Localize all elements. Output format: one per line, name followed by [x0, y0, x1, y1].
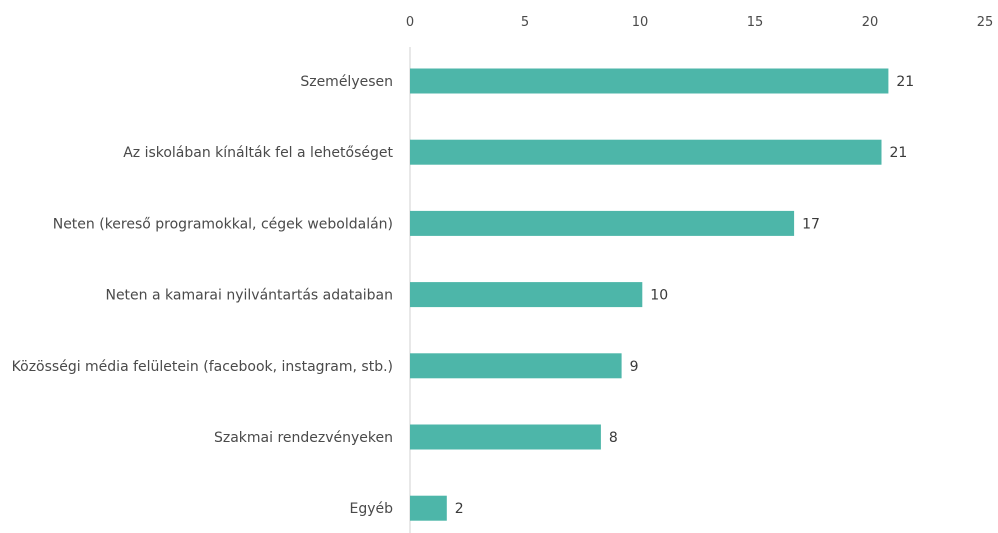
- value-label: 10: [650, 288, 668, 304]
- value-label: 8: [609, 430, 618, 446]
- bar: [410, 68, 889, 94]
- bars: [410, 68, 889, 521]
- category-labels: Személyesen Az iskolában kínálták fel a l…: [12, 74, 394, 517]
- x-tick-label: 15: [747, 15, 764, 30]
- value-label: 17: [802, 216, 820, 232]
- category-label: Neten (kereső programokkal, cégek webold…: [53, 216, 393, 232]
- x-axis-ticks: 0 5 10 15 20 25: [406, 15, 993, 30]
- x-tick-label: 5: [521, 15, 529, 30]
- bar: [410, 139, 882, 165]
- x-tick-label: 10: [632, 15, 649, 30]
- category-label: Neten a kamarai nyilvántartás adataiban: [105, 288, 393, 304]
- value-labels: 21 21 17 10 9 8 2: [455, 74, 914, 517]
- category-label: Közösségi média felületein (facebook, in…: [12, 359, 393, 375]
- bar: [410, 495, 447, 521]
- value-label: 9: [630, 359, 639, 375]
- x-tick-label: 20: [862, 15, 879, 30]
- x-tick-label: 25: [977, 15, 994, 30]
- category-label: Az iskolában kínálták fel a lehetőséget: [123, 145, 393, 161]
- category-label: Személyesen: [300, 74, 393, 90]
- value-label: 21: [890, 145, 908, 161]
- category-label: Szakmai rendezvényeken: [214, 430, 393, 446]
- value-label: 21: [896, 74, 914, 90]
- bar: [410, 353, 622, 379]
- x-tick-label: 0: [406, 15, 414, 30]
- category-label: Egyéb: [349, 501, 393, 517]
- value-label: 2: [455, 501, 464, 517]
- bar: [410, 424, 601, 450]
- bar: [410, 282, 643, 308]
- bar: [410, 210, 795, 236]
